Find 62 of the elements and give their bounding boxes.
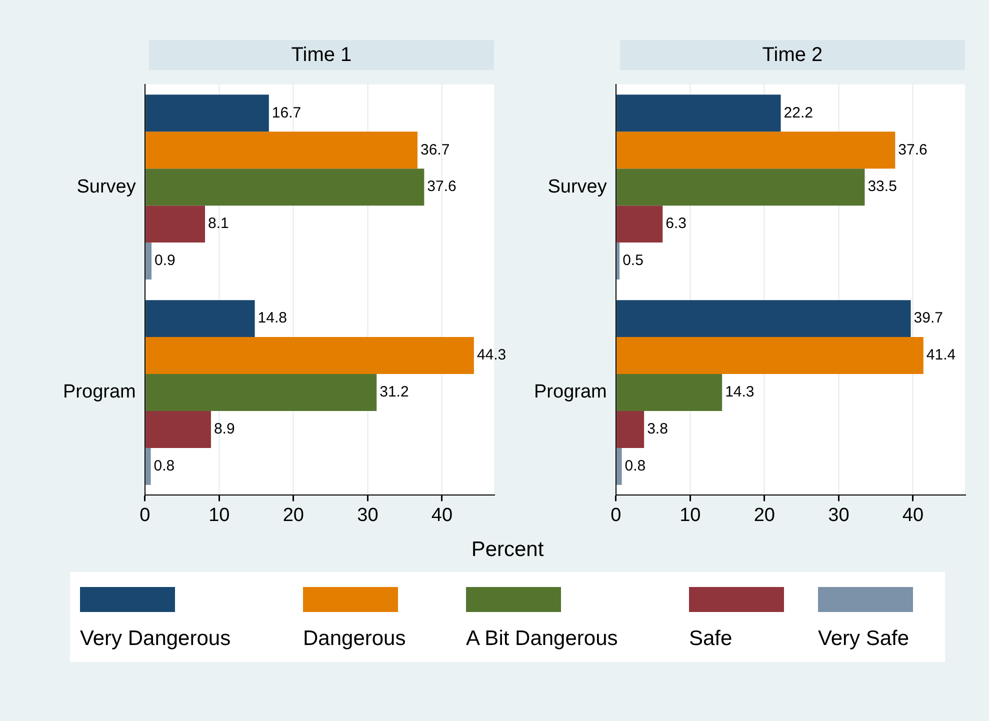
data-label: 0.8 bbox=[624, 458, 646, 475]
bar bbox=[146, 206, 206, 243]
y-tick-label: Survey bbox=[76, 176, 136, 198]
bar bbox=[616, 374, 722, 411]
bar bbox=[146, 337, 474, 374]
bar bbox=[616, 448, 622, 485]
data-label: 6.3 bbox=[666, 215, 687, 232]
bar bbox=[616, 132, 896, 169]
x-axis-title: Percent bbox=[470, 538, 545, 562]
bar bbox=[146, 448, 151, 485]
x-tick-label: 40 bbox=[902, 504, 924, 526]
data-label: 39.7 bbox=[914, 310, 943, 327]
data-label: 44.3 bbox=[476, 346, 506, 364]
x-tick-label: 40 bbox=[431, 504, 453, 526]
data-label: 0.5 bbox=[622, 252, 644, 270]
bar bbox=[616, 337, 924, 374]
legend-label: A Bit Dangerous bbox=[466, 627, 618, 651]
bar bbox=[146, 168, 424, 206]
data-label: 41.4 bbox=[926, 346, 956, 364]
x-tick-label: 30 bbox=[828, 504, 850, 526]
x-tick-label: 0 bbox=[140, 504, 150, 526]
x-tick-label: 10 bbox=[680, 504, 701, 526]
bar bbox=[146, 410, 211, 448]
data-label: 14.3 bbox=[725, 384, 754, 401]
legend-label: Very Safe bbox=[818, 627, 910, 651]
bar bbox=[146, 94, 269, 132]
x-tick-label: 0 bbox=[610, 504, 622, 526]
bar bbox=[146, 300, 255, 338]
data-label: 33.5 bbox=[868, 178, 897, 196]
bar bbox=[616, 300, 911, 338]
data-label: 37.6 bbox=[427, 178, 456, 196]
y-tick-label: Program bbox=[534, 382, 607, 403]
x-tick-label: 30 bbox=[357, 504, 378, 526]
x-tick-label: 10 bbox=[208, 504, 230, 526]
y-tick-label: Survey bbox=[548, 176, 608, 198]
legend-label: Very Dangerous bbox=[80, 627, 231, 651]
data-label: 0.8 bbox=[154, 458, 175, 475]
legend-label: Safe bbox=[689, 627, 732, 651]
chart-title: Time 2 bbox=[620, 40, 965, 70]
data-label: 8.9 bbox=[214, 420, 235, 438]
y-tick-label: Program bbox=[62, 382, 136, 403]
data-label: 22.2 bbox=[784, 104, 813, 122]
data-label: 3.8 bbox=[647, 420, 668, 438]
bar bbox=[616, 168, 865, 206]
data-label: 14.8 bbox=[258, 310, 287, 327]
bar bbox=[146, 374, 377, 411]
bar bbox=[616, 242, 620, 280]
bar bbox=[146, 132, 418, 169]
chart-title: Time 1 bbox=[149, 40, 494, 70]
legend-label: Dangerous bbox=[303, 627, 406, 651]
data-label: 16.7 bbox=[272, 104, 302, 122]
bar bbox=[616, 206, 663, 243]
data-label: 0.9 bbox=[154, 252, 176, 270]
data-label: 8.1 bbox=[208, 215, 229, 232]
data-label: 31.2 bbox=[380, 384, 409, 401]
bar bbox=[616, 410, 644, 448]
x-tick-label: 20 bbox=[282, 504, 304, 526]
bar bbox=[146, 242, 152, 280]
x-tick-label: 20 bbox=[754, 504, 775, 526]
data-label: 37.6 bbox=[898, 141, 928, 158]
data-label: 36.7 bbox=[420, 141, 450, 158]
bar bbox=[616, 94, 781, 132]
